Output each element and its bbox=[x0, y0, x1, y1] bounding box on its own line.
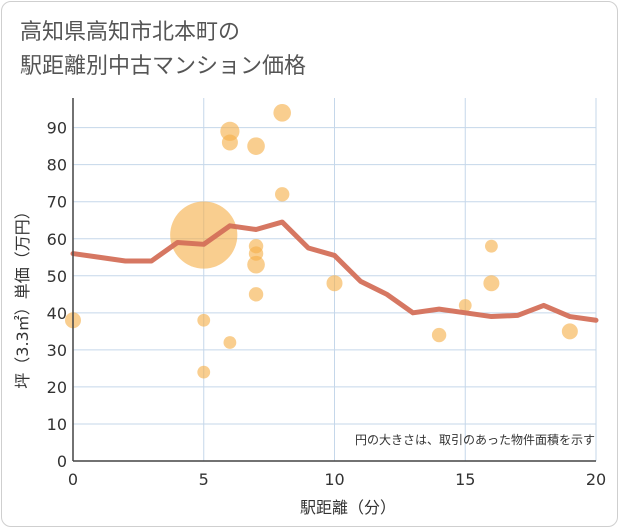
y-tick-label: 80 bbox=[47, 156, 67, 175]
x-tick-label: 15 bbox=[455, 470, 475, 489]
x-tick-label: 10 bbox=[324, 470, 344, 489]
chart-title-line1: 高知県高知市北本町の bbox=[20, 20, 241, 45]
trend-line-group bbox=[70, 219, 599, 323]
scatter-point bbox=[326, 275, 343, 292]
scatter-point bbox=[248, 287, 264, 302]
scatter-point bbox=[197, 365, 211, 379]
axes bbox=[72, 98, 596, 462]
scatter-point bbox=[247, 255, 265, 274]
y-tick-label: 30 bbox=[47, 341, 67, 360]
x-tick-label: 5 bbox=[199, 470, 209, 489]
scatter-bubbles bbox=[65, 104, 578, 379]
scatter-point bbox=[275, 187, 290, 202]
grid-lines bbox=[73, 98, 597, 461]
tick-labels: 0 10 20 30 40 50 60 70 80 90 0 5 10 15 20 bbox=[47, 119, 607, 489]
y-tick-label: 60 bbox=[47, 230, 67, 249]
y-tick-label: 90 bbox=[47, 119, 67, 138]
scatter-point bbox=[561, 323, 578, 340]
y-axis-label: 坪（3.3㎡）単価（万円） bbox=[13, 203, 32, 388]
y-tick-label: 70 bbox=[47, 193, 67, 212]
y-tick-label: 20 bbox=[47, 378, 67, 397]
scatter-point bbox=[197, 313, 211, 327]
y-tick-label: 10 bbox=[47, 415, 67, 434]
x-tick-label: 0 bbox=[68, 470, 78, 489]
scatter-point bbox=[273, 104, 292, 122]
chart-title-line2: 駅距離別中古マンション価格 bbox=[20, 54, 307, 79]
scatter-point bbox=[458, 299, 472, 312]
trend-line bbox=[70, 219, 599, 323]
scatter-point bbox=[431, 327, 447, 343]
y-tick-label: 40 bbox=[47, 304, 67, 323]
x-axis-label: 駅距離（分） bbox=[300, 498, 396, 517]
chart-title: 高知県高知市北本町の 駅距離別中古マンション価格 bbox=[20, 16, 306, 84]
y-tick-label: 0 bbox=[57, 452, 67, 471]
scatter-point bbox=[247, 137, 265, 155]
scatter-point bbox=[485, 239, 498, 253]
scatter-point bbox=[221, 134, 238, 151]
scatter-point bbox=[483, 275, 500, 292]
y-tick-label: 50 bbox=[47, 267, 67, 286]
scatter-point bbox=[170, 201, 238, 269]
scatter-point bbox=[223, 336, 237, 349]
size-note: 円の大きさは、取引のあった物件面積を示す bbox=[355, 432, 595, 447]
x-tick-label: 20 bbox=[586, 470, 606, 489]
